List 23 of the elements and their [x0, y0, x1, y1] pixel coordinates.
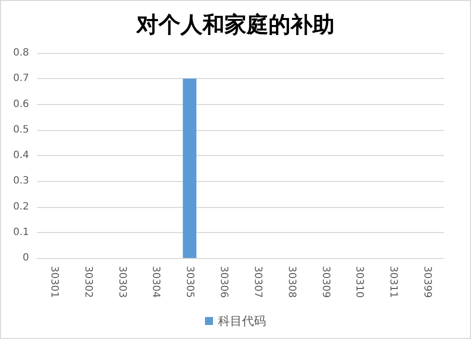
x-tick-label: 30301: [48, 266, 60, 298]
chart-title: 对个人和家庭的补助: [136, 12, 334, 38]
x-tick-label: 30302: [82, 266, 94, 298]
x-tick-label: 30308: [286, 266, 297, 298]
legend-label: 科目代码: [218, 314, 266, 328]
x-tick-label: 30306: [218, 266, 230, 298]
y-tick-label: 0.2: [13, 201, 29, 212]
y-tick-label: 0.1: [13, 226, 29, 238]
x-tick-label: 30304: [150, 266, 162, 298]
y-tick-label: 0: [22, 252, 29, 264]
x-tick-label: 30303: [116, 266, 128, 298]
x-tick-label: 30311: [388, 266, 399, 298]
x-tick-label: 30399: [422, 266, 433, 298]
y-tick-label: 0.6: [13, 98, 29, 110]
y-tick-label: 0.5: [13, 124, 29, 136]
x-tick-label: 30309: [320, 266, 331, 298]
y-tick-label: 0.4: [13, 150, 29, 161]
x-tick-label: 30307: [252, 266, 263, 298]
y-tick-label: 0.8: [13, 48, 29, 58]
y-tick-label: 0.3: [13, 176, 29, 187]
x-tick-label: 30305: [184, 266, 196, 298]
y-tick-label: 0.7: [13, 73, 29, 84]
x-tick-label: 30310: [354, 266, 365, 298]
